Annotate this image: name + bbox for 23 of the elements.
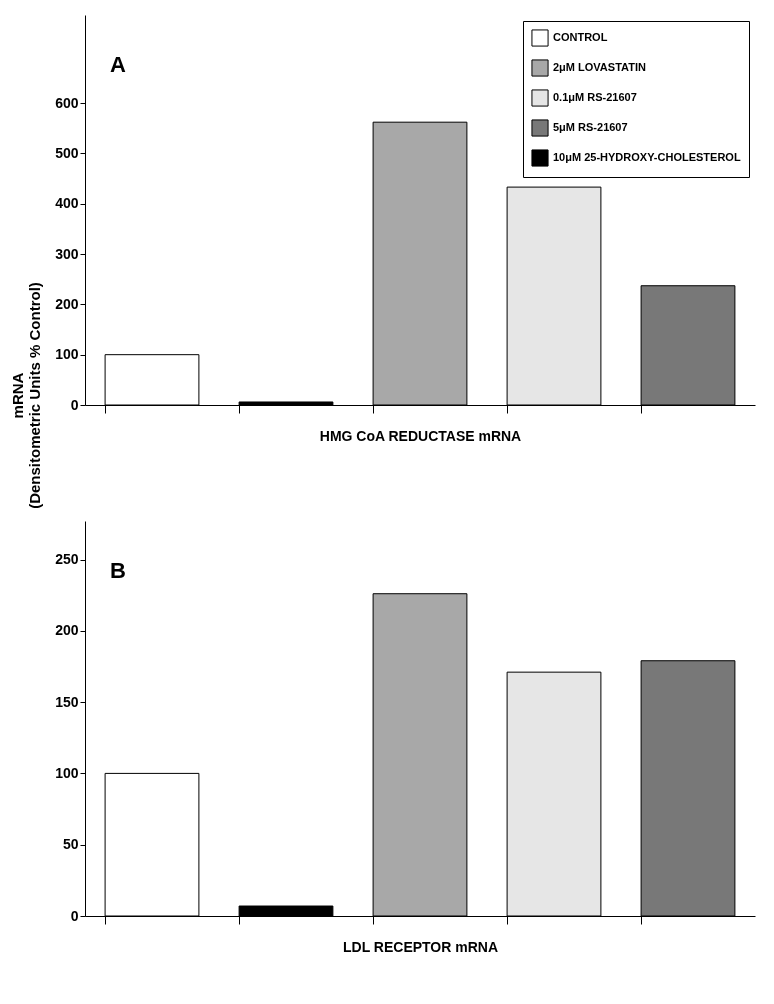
y-tick-label: 100 (55, 346, 79, 363)
y-tick-label: 600 (55, 94, 79, 111)
y-tick-label: 400 (55, 195, 79, 212)
legend-label: 10μM 25-HYDROXY-CHOLESTEROL (553, 151, 741, 163)
x-axis-title: LDL RECEPTOR mRNA (342, 938, 499, 955)
annotation: A (110, 52, 126, 77)
y-tick-label: 200 (55, 295, 79, 312)
y-axis-title: mRNA (Densitometric Units % Control) (9, 282, 44, 509)
y-tick-label: 250 (55, 551, 79, 567)
y-tick-label: 150 (55, 693, 79, 710)
x-axis-title: HMG CoA REDUCTASE mRNA (319, 427, 522, 444)
legend-label: 2μM LOVASTATIN (553, 61, 646, 73)
legend-label: 5μM RS-21607 (553, 121, 628, 133)
y-tick-label: 300 (55, 245, 79, 262)
y-tick-label: 500 (55, 144, 79, 161)
y-tick-label: 50 (62, 836, 79, 853)
y-tick-label: 0 (70, 396, 79, 413)
y-tick-label: 100 (55, 764, 79, 781)
y-tick-label: 200 (55, 622, 79, 639)
legend-label: 0.1μM RS-21607 (553, 91, 637, 103)
annotation: B (110, 558, 126, 583)
legend-label: CONTROL (553, 31, 608, 43)
y-tick-label: 0 (70, 907, 79, 924)
